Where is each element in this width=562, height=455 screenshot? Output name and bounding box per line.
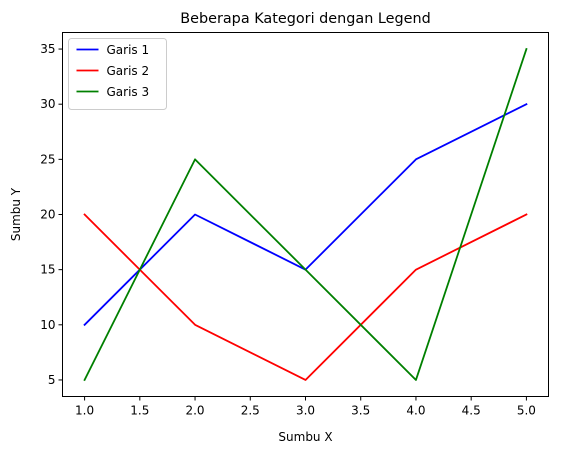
y-tick-label: 10 xyxy=(40,318,55,332)
y-axis-label: Sumbu Y xyxy=(9,187,23,241)
x-tick-label: 2.5 xyxy=(241,404,260,418)
y-tick-label: 30 xyxy=(40,97,55,111)
plot-border xyxy=(62,32,549,397)
x-tick-label: 2.0 xyxy=(185,404,204,418)
legend-label-1: Garis 1 xyxy=(107,43,150,57)
y-tick-label: 15 xyxy=(40,263,55,277)
y-tick-label: 35 xyxy=(40,42,55,56)
x-tick-label: 1.5 xyxy=(130,404,149,418)
series-line-3 xyxy=(83,47,528,382)
series-line-2 xyxy=(83,213,528,381)
legend-label-2: Garis 2 xyxy=(107,64,150,78)
x-tick-label: 4.0 xyxy=(406,404,425,418)
legend-label-3: Garis 3 xyxy=(107,85,150,99)
x-axis-label: Sumbu X xyxy=(278,430,332,444)
legend: Garis 1 Garis 2 Garis 3 xyxy=(68,38,167,110)
x-tick-label: 3.5 xyxy=(351,404,370,418)
chart-title: Beberapa Kategori dengan Legend xyxy=(180,11,431,27)
y-tick-label: 5 xyxy=(48,373,56,387)
x-tick-label: 3.0 xyxy=(296,404,315,418)
x-tick-label: 1.0 xyxy=(75,404,94,418)
y-tick-label: 25 xyxy=(40,152,55,166)
series-lines xyxy=(83,47,528,382)
x-tick-label: 4.5 xyxy=(462,404,481,418)
y-tick-label: 20 xyxy=(40,208,55,222)
x-axis-ticks: 1.0 1.5 2.0 2.5 3.0 3.5 4.0 4.5 5.0 xyxy=(75,396,536,418)
y-axis-ticks: 5 10 15 20 25 30 35 xyxy=(40,42,63,387)
x-tick-label: 5.0 xyxy=(517,404,536,418)
